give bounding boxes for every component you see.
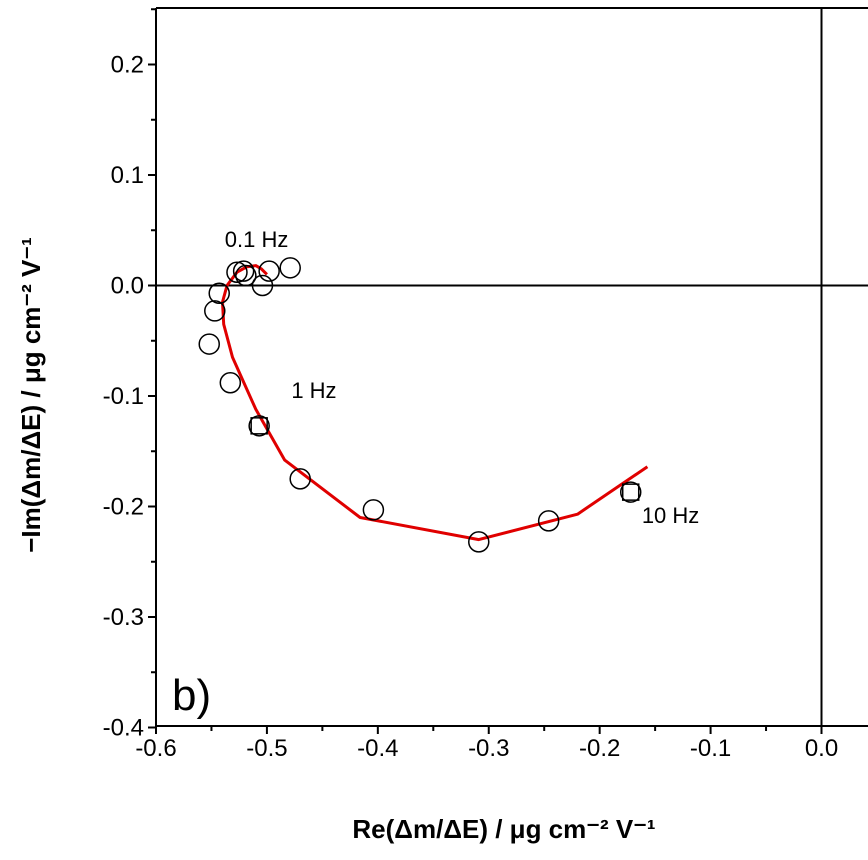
panel-label: b) <box>172 671 211 720</box>
tick-labels: -0.6 -0.5 -0.4 -0.3 -0.2 -0.1 0.0 -0.4 -0.3 -0.2 -… <box>103 52 839 763</box>
frequency-annotation: 1 Hz <box>291 378 336 403</box>
circle-marker <box>248 415 270 437</box>
square-marker <box>250 417 268 435</box>
x-tick-label: 0.0 <box>805 735 838 762</box>
y-tick-label: -0.1 <box>103 383 144 410</box>
frequency-annotation: 0.1 Hz <box>225 227 289 252</box>
circle-marker <box>619 481 642 503</box>
circle-marker <box>232 260 255 282</box>
y-tick-label: -0.4 <box>103 715 144 742</box>
y-tick-label: 0.0 <box>111 273 144 300</box>
x-tick-label: -0.5 <box>246 735 287 762</box>
data-markers <box>198 257 642 553</box>
circle-marker <box>251 274 274 297</box>
annotations: 0.1 Hz 1 Hz 10 Hz <box>225 227 700 528</box>
circle-marker <box>204 300 226 322</box>
fit-line <box>221 264 649 542</box>
circle-marker <box>235 264 257 287</box>
frequency-annotation: 10 Hz <box>642 503 699 528</box>
x-tick-label: -0.6 <box>135 735 176 762</box>
circle-marker <box>468 531 490 553</box>
x-tick-label: -0.1 <box>690 735 731 762</box>
y-tick-label: 0.2 <box>111 52 144 79</box>
model-fit-line <box>221 264 649 542</box>
circle-marker <box>219 371 242 394</box>
x-axis-title: Re(Δm/ΔE) / μg cm⁻² V⁻¹ <box>352 814 655 844</box>
axis-ticks <box>148 8 823 734</box>
circle-marker <box>537 510 560 532</box>
y-tick-label: -0.2 <box>103 494 144 521</box>
y-axis-title: −Im(Δm/ΔE) / μg cm⁻² V⁻¹ <box>16 237 46 553</box>
circle-marker <box>226 261 248 283</box>
x-tick-label: -0.4 <box>357 735 398 762</box>
circle-marker <box>258 260 280 282</box>
y-tick-label: -0.3 <box>103 604 144 631</box>
circle-marker <box>279 257 301 279</box>
y-tick-label: 0.1 <box>111 162 144 189</box>
plot-frame <box>155 7 868 727</box>
circle-marker <box>198 333 220 355</box>
x-tick-label: -0.3 <box>468 735 509 762</box>
circle-marker <box>208 282 230 304</box>
x-tick-label: -0.2 <box>579 735 620 762</box>
circle-marker <box>362 499 385 521</box>
square-marker <box>621 483 640 501</box>
reference-lines <box>156 8 868 726</box>
circle-marker <box>289 468 311 490</box>
